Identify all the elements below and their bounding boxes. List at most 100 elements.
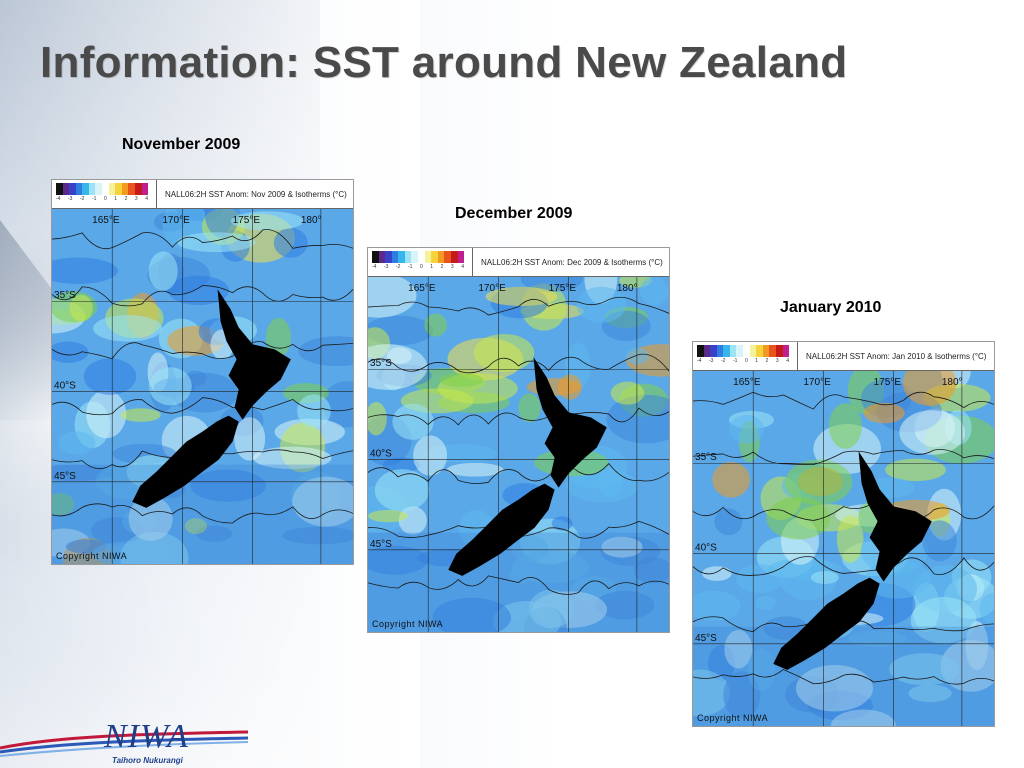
scale-tick-label: -3	[383, 264, 389, 270]
scale-tick-label: 1	[430, 264, 434, 270]
scale-ticks: -4 -3 -2 -1 0 1 2 3 4	[372, 264, 464, 270]
scale-tick-label: 4	[461, 264, 464, 270]
scale-tick-label: 4	[786, 358, 789, 364]
scale-tick-label: 3	[134, 196, 138, 202]
scale-swatch	[372, 251, 379, 263]
sst-anomaly-patch	[509, 567, 531, 585]
sst-anomaly-patch	[836, 515, 864, 563]
sst-anomaly-patch	[368, 401, 387, 436]
north-island-shape	[858, 451, 932, 582]
north-island-shape	[533, 357, 607, 488]
logo-tagline: Taihoro Nukurangi	[112, 756, 183, 765]
sst-anomaly-patch	[714, 508, 743, 536]
sst-anomaly-patch	[392, 403, 434, 440]
sst-anomaly-patch	[382, 457, 421, 473]
longitude-label: 170°E	[162, 215, 190, 226]
sst-anomaly-patch	[766, 496, 831, 540]
scale-swatch	[418, 251, 425, 263]
map-header: -4 -3 -2 -1 0 1 2 3 4 NALL06:2H SST Anom: Nov 20…	[52, 180, 353, 209]
longitude-label: 165°E	[408, 283, 436, 294]
sst-anomaly-patch	[148, 367, 192, 406]
scale-tick-label: -3	[67, 196, 73, 202]
sst-anomaly-patch	[83, 358, 137, 395]
sst-anomaly-patch	[184, 518, 207, 535]
sst-anomaly-patch	[795, 665, 873, 712]
sst-anomaly-patch	[374, 469, 430, 512]
sst-anomaly-map: 165°E 170°E 175°E 180° 35°S 40°S 45°S	[693, 371, 994, 726]
sst-anomaly-patch	[368, 509, 409, 523]
isotherm-contour	[693, 502, 994, 521]
sst-anomaly-patch	[52, 492, 75, 516]
scale-tick-label: 1	[755, 358, 759, 364]
sst-anomaly-patch	[747, 648, 776, 691]
scale-tick-label: 4	[145, 196, 148, 202]
sst-map-graphic: 165°E 170°E 175°E 180° 35°S 40°S 45°S	[52, 209, 353, 564]
scale-tick-label: -2	[395, 264, 401, 270]
niwa-logo: NIWA Taihoro Nukurangi	[0, 712, 250, 768]
scale-swatch	[378, 251, 386, 263]
latitude-label: 35°S	[695, 452, 717, 463]
scale-tick-label: 0	[419, 264, 423, 270]
scale-swatch	[736, 345, 744, 357]
scale-tick-label: -3	[708, 358, 714, 364]
map-header: -4 -3 -2 -1 0 1 2 3 4 NALL06:2H SST Anom: Jan 20…	[693, 342, 994, 371]
sst-anomaly-patch	[292, 476, 353, 527]
scale-tick-label: -1	[91, 196, 97, 202]
sst-anomaly-patch	[518, 393, 541, 423]
scale-swatch	[762, 345, 770, 357]
isotherm-contour	[693, 556, 994, 576]
scale-swatch	[782, 345, 790, 357]
scale-tick-label: -4	[372, 264, 377, 270]
sst-anomaly-patch	[128, 496, 173, 542]
sst-anomaly-patch	[120, 531, 189, 564]
scale-swatch	[457, 251, 465, 263]
sst-anomaly-patch	[167, 275, 230, 306]
sst-anomaly-patch	[485, 286, 558, 306]
longitude-label: 165°E	[733, 377, 761, 388]
sst-anomaly-patch	[606, 394, 669, 444]
scale-tick-label: -1	[732, 358, 738, 364]
scale-swatch	[56, 183, 63, 195]
sst-anomaly-patch	[58, 431, 96, 455]
sst-anomaly-patch	[729, 414, 764, 444]
sst-anomaly-patch	[576, 286, 627, 323]
sst-anomaly-patch	[724, 629, 753, 669]
scale-tick-label: -2	[79, 196, 85, 202]
map-caption-jan-2010: January 2010	[780, 299, 882, 316]
scale-swatch	[444, 251, 451, 263]
sst-anomaly-patch	[234, 417, 266, 461]
sst-anomaly-patch	[253, 446, 332, 470]
sst-anomaly-patch	[551, 516, 573, 531]
scale-swatch	[108, 183, 116, 195]
sst-anomaly-patch	[120, 408, 161, 422]
map-caption-dec-2009: December 2009	[455, 205, 573, 222]
scale-ticks: -4 -3 -2 -1 0 1 2 3 4	[56, 196, 148, 202]
scale-swatch	[729, 345, 737, 357]
sst-anomaly-patch	[693, 590, 741, 621]
longitude-label: 175°E	[549, 283, 577, 294]
scale-swatch	[75, 183, 83, 195]
scale-swatch	[723, 345, 730, 357]
longitude-label: 180°	[617, 283, 638, 294]
longitude-label: 180°	[942, 377, 963, 388]
longitude-label: 180°	[301, 215, 322, 226]
sst-anomaly-patch	[712, 461, 750, 498]
scale-tick-label: -1	[407, 264, 413, 270]
isotherm-contour	[52, 397, 353, 416]
sst-anomaly-patch	[693, 669, 731, 717]
sst-anomaly-patch	[830, 709, 896, 726]
sst-anomaly-patch	[368, 277, 417, 318]
sst-anomaly-patch	[828, 403, 862, 449]
scale-swatch	[62, 183, 70, 195]
logo-wordmark: NIWA	[104, 718, 189, 755]
scale-swatch	[716, 345, 724, 357]
sst-anomaly-patch	[52, 257, 118, 285]
scale-swatch	[134, 183, 142, 195]
sst-anomaly-patch	[889, 653, 960, 686]
scale-swatch	[769, 345, 776, 357]
scale-swatch	[749, 345, 757, 357]
map-copyright: Copyright NIWA	[372, 619, 444, 629]
isotherm-contour	[52, 229, 353, 250]
isotherm-contour	[368, 575, 669, 595]
sst-map-nov-2009: -4 -3 -2 -1 0 1 2 3 4 NALL06:2H SST Anom: Nov 20…	[51, 179, 354, 565]
